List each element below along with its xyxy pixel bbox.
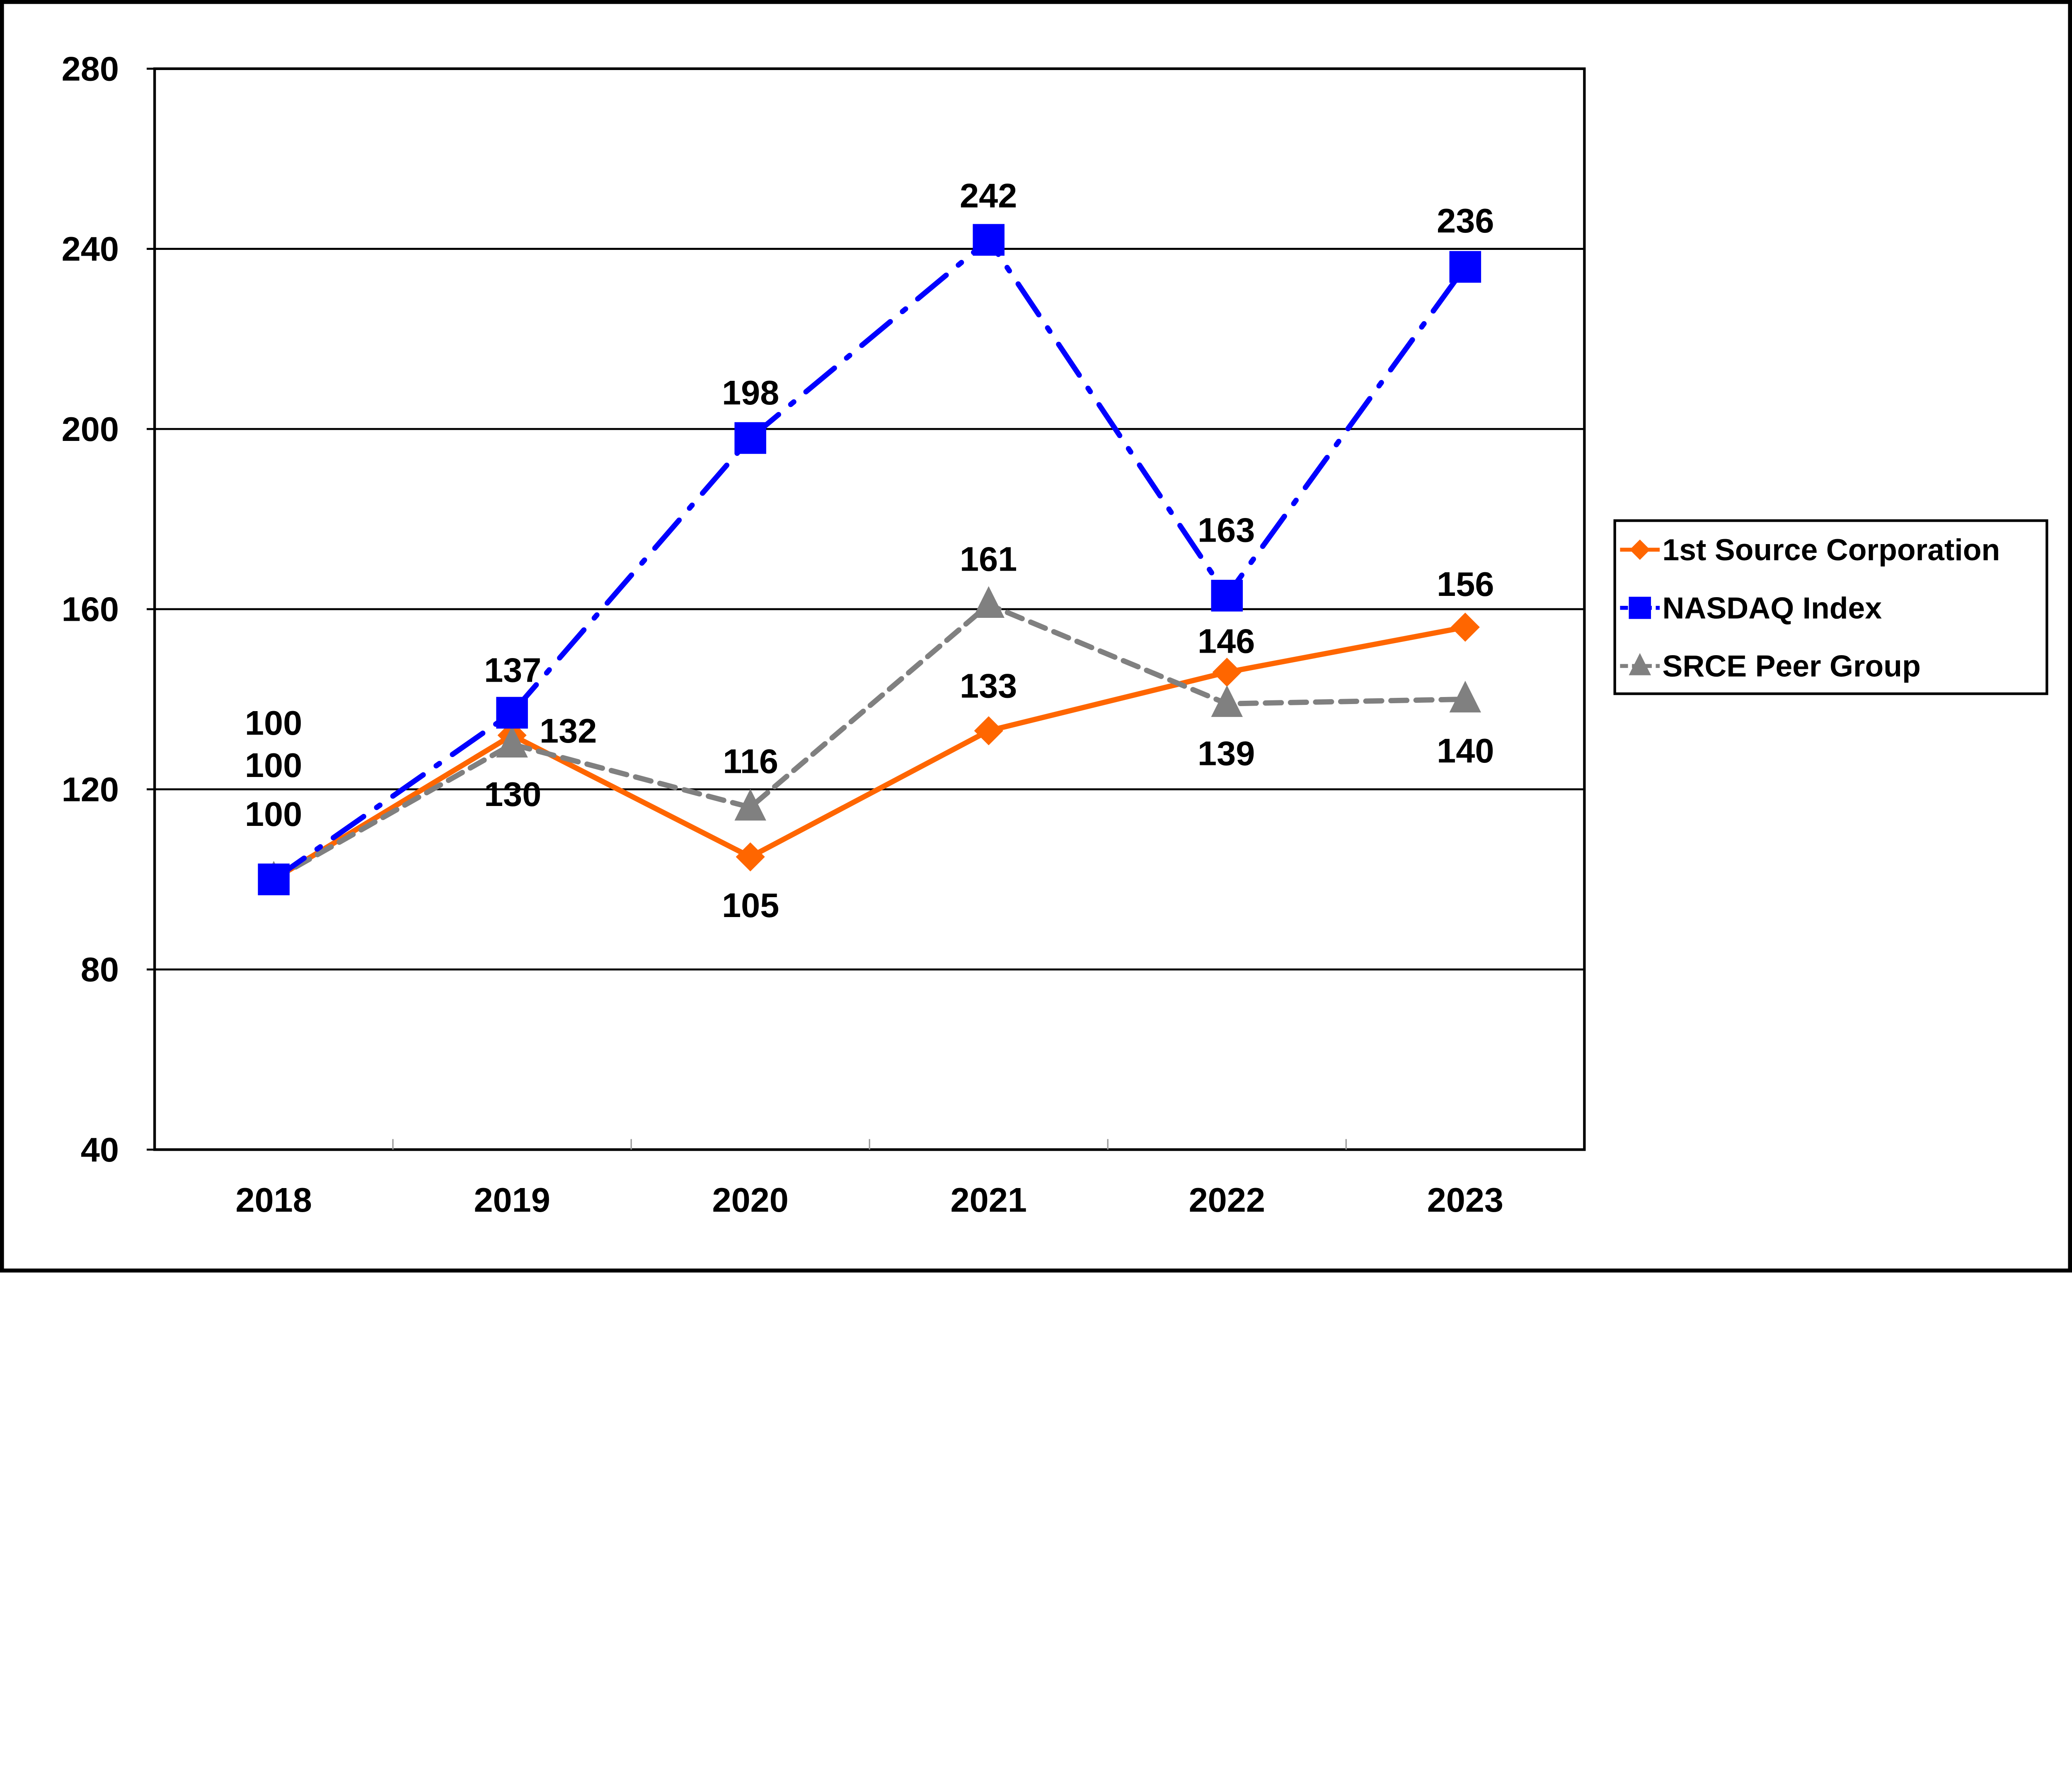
x-tick-label: 2020	[712, 1181, 788, 1219]
diamond-marker	[1450, 612, 1480, 642]
legend-item: NASDAQ Index	[1620, 591, 1882, 625]
square-marker	[1211, 580, 1243, 612]
triangle-marker	[973, 586, 1005, 618]
data-label: 163	[1198, 511, 1255, 549]
data-label: 198	[722, 373, 779, 412]
data-label: 161	[960, 540, 1017, 578]
data-label: 130	[484, 775, 541, 813]
legend: 1st Source Corporation NASDAQ Index SRCE P…	[1613, 519, 2048, 695]
y-tick-label: 240	[62, 230, 119, 268]
x-tick-label: 2018	[235, 1181, 312, 1219]
data-label: 116	[723, 742, 778, 780]
data-label: 156	[1437, 565, 1494, 603]
series-line	[271, 624, 1468, 882]
data-label: 132	[540, 712, 597, 750]
triangle-marker	[734, 789, 766, 821]
triangle-marker	[1449, 680, 1481, 713]
data-label: 133	[960, 667, 1017, 705]
triangle-marker	[1629, 653, 1651, 675]
triangle-marker	[1211, 685, 1243, 717]
x-tick-label: 2022	[1189, 1181, 1265, 1219]
data-labels: 100 132 105 133 146 156 100 137 198 242 163 236 100 1…	[245, 177, 1494, 925]
legend-item: SRCE Peer Group	[1620, 649, 1921, 683]
data-label: 146	[1198, 622, 1255, 660]
data-label: 105	[722, 886, 779, 925]
series-line	[271, 236, 1468, 882]
data-label: 242	[960, 177, 1017, 215]
data-label: 100	[245, 704, 302, 742]
series-line	[271, 601, 1468, 882]
data-label: 139	[1198, 734, 1255, 772]
legend-label: NASDAQ Index	[1662, 591, 1882, 625]
x-tick-label: 2023	[1427, 1181, 1503, 1219]
y-axis: 40 80 120 160 200 240 280	[62, 50, 155, 1169]
y-tick-label: 40	[81, 1130, 119, 1169]
diamond-marker	[974, 716, 1003, 745]
square-marker	[734, 422, 766, 454]
triangle-marker	[496, 726, 528, 758]
data-label: 100	[245, 746, 302, 784]
series-nasdaq-index	[258, 224, 1481, 896]
data-label: 140	[1437, 731, 1494, 770]
legend-label: SRCE Peer Group	[1662, 649, 1920, 683]
square-marker	[973, 224, 1005, 256]
square-marker	[258, 863, 290, 896]
data-label: 100	[245, 795, 302, 833]
y-tick-label: 160	[62, 590, 119, 629]
x-tick-label: 2019	[474, 1181, 550, 1219]
data-label: 236	[1437, 201, 1494, 240]
square-marker	[496, 697, 528, 729]
y-tick-label: 120	[62, 770, 119, 808]
x-axis: 2018 2019 2020 2021 2022 2023	[235, 1139, 1503, 1219]
data-label: 137	[484, 651, 541, 689]
y-tick-label: 80	[81, 950, 119, 989]
y-tick-label: 280	[62, 50, 119, 88]
x-tick-label: 2021	[951, 1181, 1027, 1219]
legend-box	[1613, 519, 2048, 695]
gridlines	[155, 248, 1585, 971]
square-marker	[1449, 251, 1481, 283]
square-marker	[1629, 597, 1651, 619]
legend-items: 1st Source Corporation NASDAQ Index SRCE P…	[1620, 533, 2000, 683]
legend-item: 1st Source Corporation	[1620, 533, 2000, 567]
legend-label: 1st Source Corporation	[1662, 533, 2000, 567]
y-tick-label: 200	[62, 410, 119, 448]
line-chart: 40 80 120 160 200 240 280 2018 2019 2020 2021 2022…	[0, 0, 2072, 1273]
